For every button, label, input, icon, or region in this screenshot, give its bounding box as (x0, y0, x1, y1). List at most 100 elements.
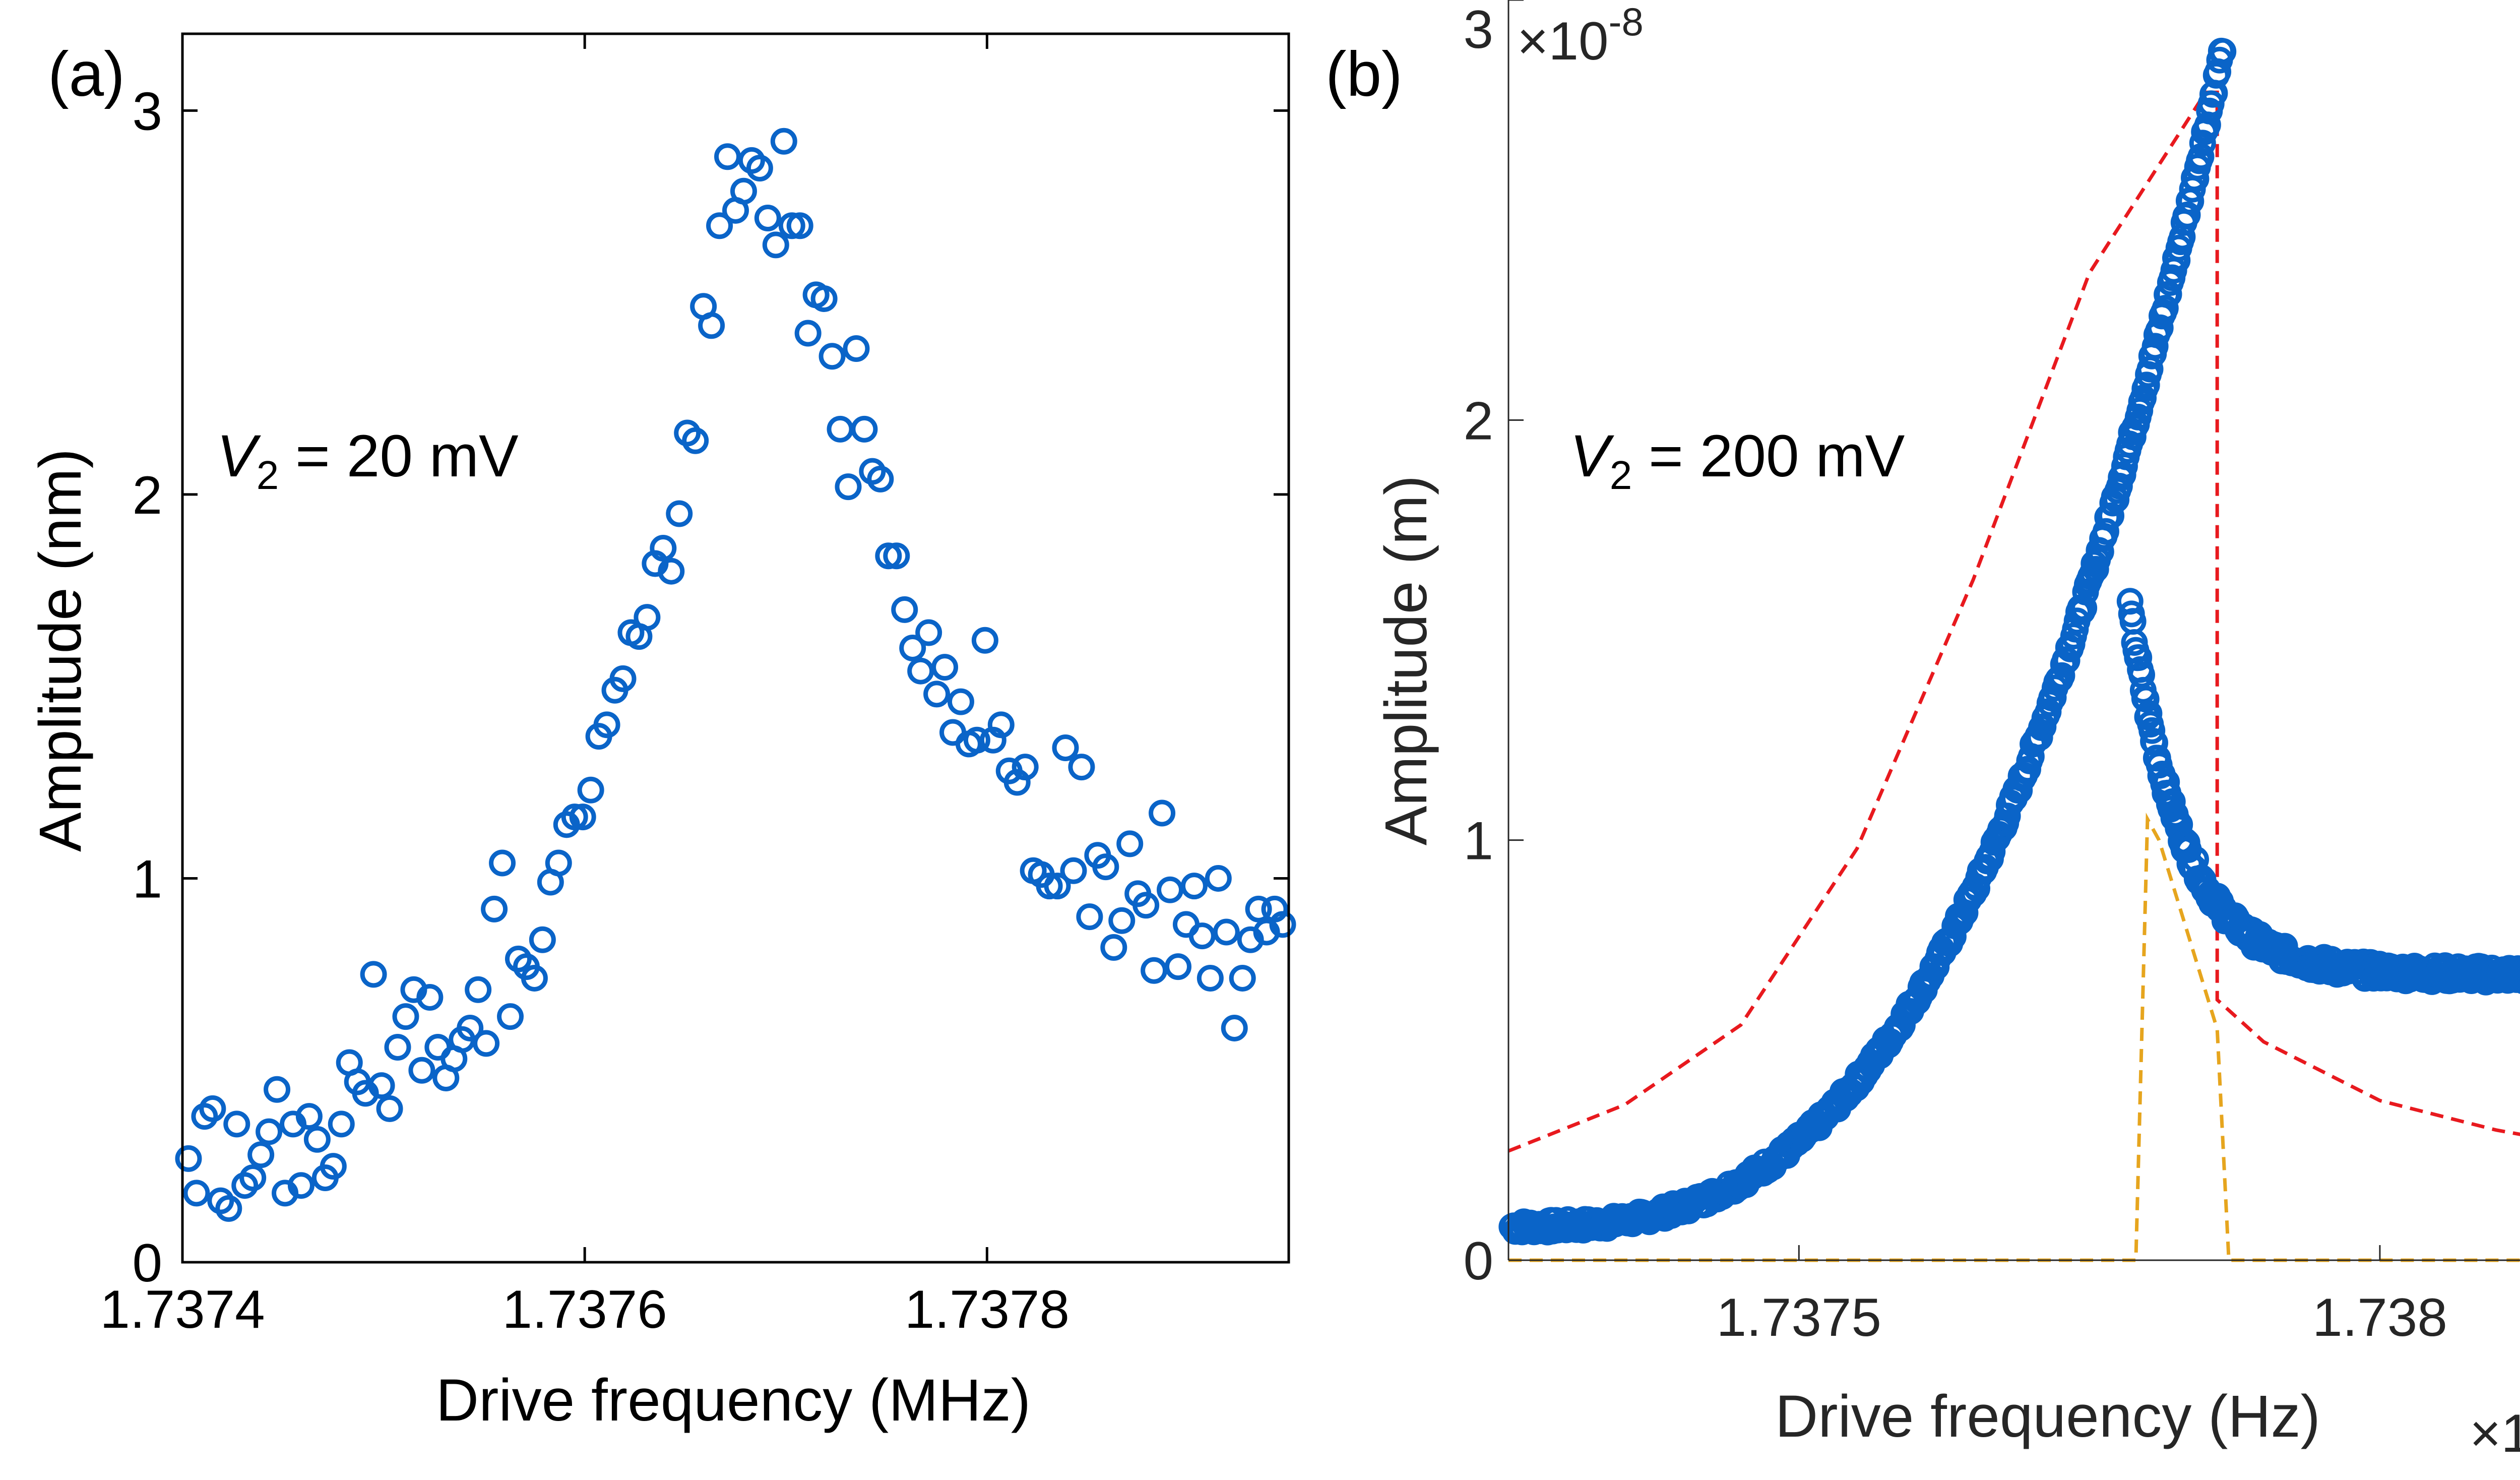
panel-b-y-exponent: ×10-8 (1517, 0, 1644, 71)
panel-a-data-point (481, 895, 508, 922)
panel-a-data-point (521, 964, 548, 992)
panel-a-markers (175, 128, 1296, 1222)
panel-a-data-point (827, 415, 854, 443)
panel-a-data-point (682, 427, 709, 454)
panel-a-data-point (408, 1057, 435, 1084)
panel-a-annotation-subscript: 2 (257, 453, 279, 498)
panel-a-data-point (577, 776, 604, 804)
panel-a-data-point (915, 619, 942, 646)
panel-a-data-point (376, 1095, 403, 1122)
panel-b-data-point (2210, 38, 2237, 65)
panel-a-data-point (609, 665, 637, 692)
panel-a-data-point (1116, 830, 1144, 857)
panel-b-data-point (2133, 372, 2160, 399)
panel-a-data-point (1245, 895, 1272, 922)
panel-a-data-point (1157, 876, 1184, 903)
panel-b-data-point (2510, 968, 2520, 994)
panel-a-ticks: 1.7374 1.7376 1.7378 0 1 2 3 (100, 34, 1289, 1339)
panel-a-y-tick-label: 0 (132, 1232, 162, 1293)
panel-b-label: (b) (1326, 39, 1403, 109)
panel-a-data-point (794, 320, 822, 347)
panel-a-data-point (223, 1111, 250, 1138)
panel-a-data-point (368, 1072, 395, 1099)
panel-b-x-tick-label: 1.738 (2312, 1287, 2447, 1347)
panel-a-data-point (987, 711, 1015, 738)
panel-a-data-point (215, 1195, 242, 1222)
panel-a-data-point (465, 976, 492, 1003)
panel-a-data-point (859, 458, 886, 485)
panel-a-data-point (971, 627, 998, 654)
panel-a-data-point (1052, 734, 1079, 762)
panel-b-data-point (2155, 281, 2182, 308)
panel-b-data-point (2187, 143, 2215, 170)
panel-b-fit-line (1507, 90, 2520, 1153)
panel-b-y-tick-label: 2 (1463, 390, 1493, 451)
panel-a-data-point (239, 1164, 267, 1191)
panel-b-x-exponent: ×106 (2470, 1392, 2520, 1463)
panel-a-data-point (843, 335, 870, 362)
panel-a-data-point (529, 926, 556, 953)
panel-a-y-tick-label: 2 (132, 465, 162, 525)
panel-a-data-point (392, 1003, 419, 1030)
panel-b-markers (1498, 37, 2520, 1246)
panel-a-data-point (593, 711, 620, 738)
panel-a-data-point (473, 1030, 500, 1057)
panel-a-data-point (1044, 873, 1071, 900)
panel-a-data-point (883, 542, 910, 570)
panel-b-x-axis-title: Drive frequency (Hz) (1775, 1383, 2320, 1450)
panel-a-data-point (698, 312, 725, 339)
panel-a-data-point (891, 596, 918, 623)
panel-a-data-point (175, 1145, 202, 1172)
panel-b-annotation-rest: = 200 mV (1632, 423, 1905, 489)
panel-a-data-point (287, 1172, 314, 1199)
panel-a-x-tick-label: 1.7378 (905, 1279, 1069, 1339)
panel-a-data-point (1108, 907, 1136, 934)
panel-a-data-point (1132, 892, 1160, 919)
panel-a-data-point (360, 961, 387, 988)
panel-a-data-point (867, 465, 894, 492)
panel-a-annotation-symbol: V (217, 423, 261, 489)
panel-b-data-point (2135, 700, 2163, 727)
panel-a-data-point (199, 1095, 226, 1122)
panel-b-y-tick-label: 0 (1463, 1230, 1493, 1291)
panel-a-chart: (a) V2 = 20 mV 1.7374 1.7376 1.7378 0 1 2 3 Dr… (27, 32, 1296, 1434)
panel-a-data-point (264, 1076, 291, 1103)
panel-a-data-point (754, 205, 781, 232)
panel-a-y-axis-title: Amplitude (nm) (27, 449, 94, 852)
panel-a-data-point (907, 657, 934, 685)
panel-a-data-point (674, 419, 701, 447)
panel-a-data-point (1060, 857, 1087, 884)
panel-b-data-point (2509, 960, 2520, 987)
panel-a-data-point (947, 688, 974, 715)
panel-b-data-point (2092, 518, 2119, 545)
panel-a-label: (a) (48, 39, 125, 109)
panel-b-data-point (2189, 130, 2216, 157)
panel-a-y-tick-label: 3 (132, 81, 162, 141)
panel-a-data-point (457, 1014, 484, 1041)
panel-a-data-point (963, 726, 990, 754)
panel-a-data-point (1213, 918, 1240, 946)
panel-a-x-tick-label: 1.7376 (502, 1279, 667, 1339)
panel-a-data-point (384, 1034, 411, 1061)
panel-a-x-axis-title: Drive frequency (MHz) (436, 1367, 1031, 1434)
panel-b-data-point (2174, 201, 2201, 228)
panel-a-data-point (1149, 799, 1176, 827)
panel-a-data-point (1221, 1014, 1248, 1041)
panel-a-data-point (1188, 922, 1216, 950)
panel-a-data-point (1229, 964, 1256, 992)
panel-b-x-exponent-base: ×10 (2470, 1403, 2520, 1463)
panel-a-data-point (1100, 934, 1127, 961)
panel-b-x-tick-label: 1.7375 (1717, 1287, 1881, 1347)
panel-b-y-exponent-base: ×10 (1517, 11, 1609, 71)
panel-a-data-point (1068, 754, 1095, 781)
panel-a-y-tick-label: 1 (132, 848, 162, 909)
panel-a-data-point (497, 1003, 524, 1030)
panel-b-data-point (2125, 644, 2153, 671)
panel-a-data-point (899, 635, 926, 661)
panel-a-data-point (931, 654, 959, 681)
panel-a-data-point (183, 1180, 210, 1207)
panel-b-annotation-subscript: 2 (1610, 453, 1632, 498)
panel-a-data-point (416, 984, 444, 1011)
panel-a-data-point (650, 534, 677, 562)
panel-a-data-point (835, 473, 862, 501)
